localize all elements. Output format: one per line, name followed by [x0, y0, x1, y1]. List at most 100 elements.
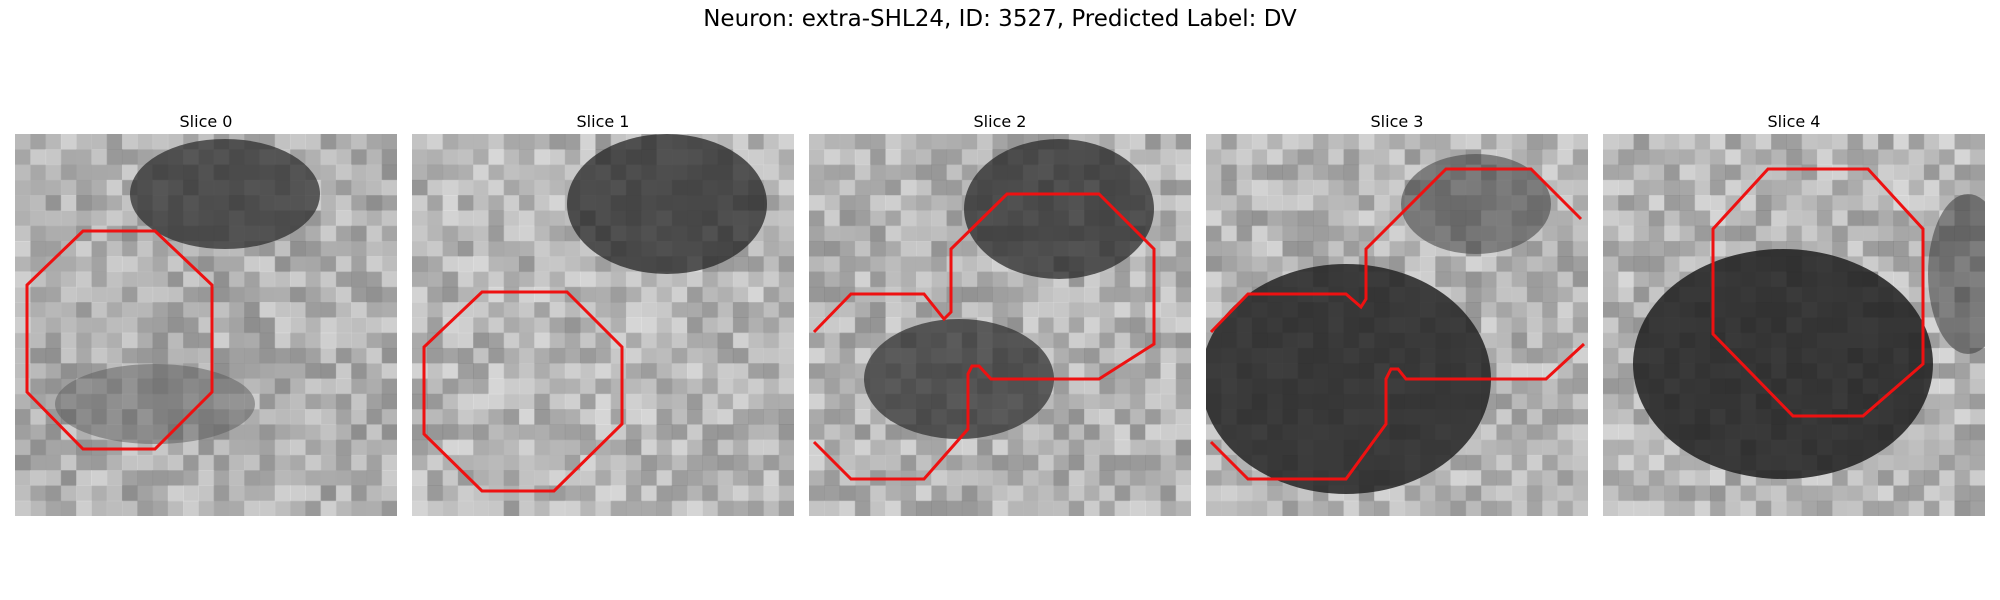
noise-pixel: [1679, 134, 1696, 150]
noise-pixel: [1312, 240, 1329, 257]
noise-pixel: [809, 256, 825, 273]
noise-pixel: [1664, 195, 1680, 211]
slice-panel-4: Slice 4: [1603, 110, 1985, 516]
noise-pixel: [1236, 240, 1253, 257]
noise-pixel: [15, 195, 31, 211]
noise-pixel: [1267, 195, 1283, 211]
noise-pixel: [76, 454, 92, 471]
noise-pixel: [30, 195, 47, 211]
noise-pixel: [1542, 164, 1559, 181]
noise-pixel: [534, 149, 551, 166]
noise-pixel: [763, 332, 780, 349]
noise-pixel: [305, 256, 322, 273]
noise-pixel: [259, 363, 276, 380]
noise-pixel: [518, 286, 535, 303]
noise-pixel: [381, 485, 397, 502]
noise-pixel: [1236, 256, 1253, 273]
dark-blobs: [55, 139, 320, 444]
noise-pixel: [824, 164, 841, 181]
noise-pixel: [137, 454, 154, 471]
noise-pixel: [1633, 302, 1650, 318]
noise-pixel: [290, 240, 306, 257]
noise-pixel: [427, 317, 444, 334]
noise-pixel: [274, 347, 291, 364]
noise-pixel: [1694, 240, 1711, 257]
noise-pixel: [60, 485, 77, 502]
noise-pixel: [335, 149, 352, 166]
noise-pixel: [1236, 500, 1253, 516]
noise-pixel: [839, 393, 856, 410]
dark-blob: [55, 364, 255, 444]
noise-pixel: [473, 149, 489, 166]
noise-pixel: [1099, 271, 1116, 288]
noise-pixel: [778, 439, 794, 456]
noise-pixel: [259, 470, 276, 487]
noise-pixel: [473, 164, 489, 181]
slice-image-4: [1603, 134, 1985, 516]
noise-pixel: [717, 271, 734, 288]
noise-pixel: [870, 485, 886, 502]
noise-pixel: [91, 485, 108, 502]
noise-pixel: [1145, 409, 1162, 425]
noise-pixel: [1603, 378, 1619, 395]
noise-pixel: [854, 195, 871, 211]
noise-pixel: [610, 286, 627, 303]
noise-pixel: [457, 286, 474, 303]
noise-pixel: [1923, 424, 1940, 441]
noise-pixel: [1801, 164, 1818, 181]
noise-pixel: [473, 409, 489, 425]
noise-pixel: [320, 286, 337, 303]
noise-pixel: [473, 439, 489, 456]
noise-pixel: [1511, 134, 1528, 150]
noise-pixel: [1725, 500, 1742, 516]
noise-pixel: [977, 500, 993, 516]
noise-pixel: [763, 424, 780, 441]
noise-pixel: [1358, 149, 1375, 166]
noise-pixel: [1481, 134, 1497, 150]
noise-pixel: [1389, 256, 1406, 273]
noise-pixel: [732, 134, 749, 150]
noise-pixel: [91, 195, 108, 211]
noise-pixel: [549, 378, 566, 395]
noise-pixel: [1618, 424, 1635, 441]
noise-pixel: [1542, 470, 1559, 487]
noise-pixel: [580, 424, 596, 441]
noise-pixel: [1481, 302, 1497, 318]
noise-pixel: [442, 134, 459, 150]
noise-pixel: [91, 347, 108, 364]
figure-title: Neuron: extra-SHL24, ID: 3527, Predicted…: [703, 6, 1297, 32]
noise-pixel: [778, 195, 794, 211]
noise-pixel: [763, 470, 780, 487]
noise-pixel: [1236, 149, 1253, 166]
noise-pixel: [1038, 439, 1055, 456]
noise-pixel: [305, 317, 322, 334]
noise-pixel: [702, 454, 719, 471]
noise-pixel: [717, 302, 734, 318]
noise-pixel: [427, 302, 444, 318]
noise-pixel: [30, 225, 47, 242]
noise-pixel: [1374, 134, 1390, 150]
noise-pixel: [1633, 210, 1650, 227]
noise-pixel: [1679, 240, 1696, 257]
noise-pixel: [1465, 134, 1482, 150]
noise-pixel: [290, 347, 306, 364]
noise-pixel: [1206, 286, 1222, 303]
noise-pixel: [412, 332, 428, 349]
noise-pixel: [1557, 286, 1574, 303]
noise-pixel: [1694, 225, 1711, 242]
noise-pixel: [1175, 393, 1191, 410]
noise-pixel: [1374, 500, 1390, 516]
noise-pixel: [351, 363, 368, 380]
noise-pixel: [1022, 424, 1039, 441]
noise-pixel: [1603, 454, 1619, 471]
noise-pixel: [656, 271, 673, 288]
noise-pixel: [1022, 485, 1039, 502]
noise-pixel: [885, 149, 902, 166]
noise-pixel: [1007, 286, 1024, 303]
noise-pixel: [121, 286, 138, 303]
noise-pixel: [1557, 485, 1574, 502]
noise-pixel: [717, 470, 734, 487]
noise-pixel: [824, 424, 841, 441]
noise-pixel: [228, 271, 245, 288]
noise-pixel: [427, 256, 444, 273]
